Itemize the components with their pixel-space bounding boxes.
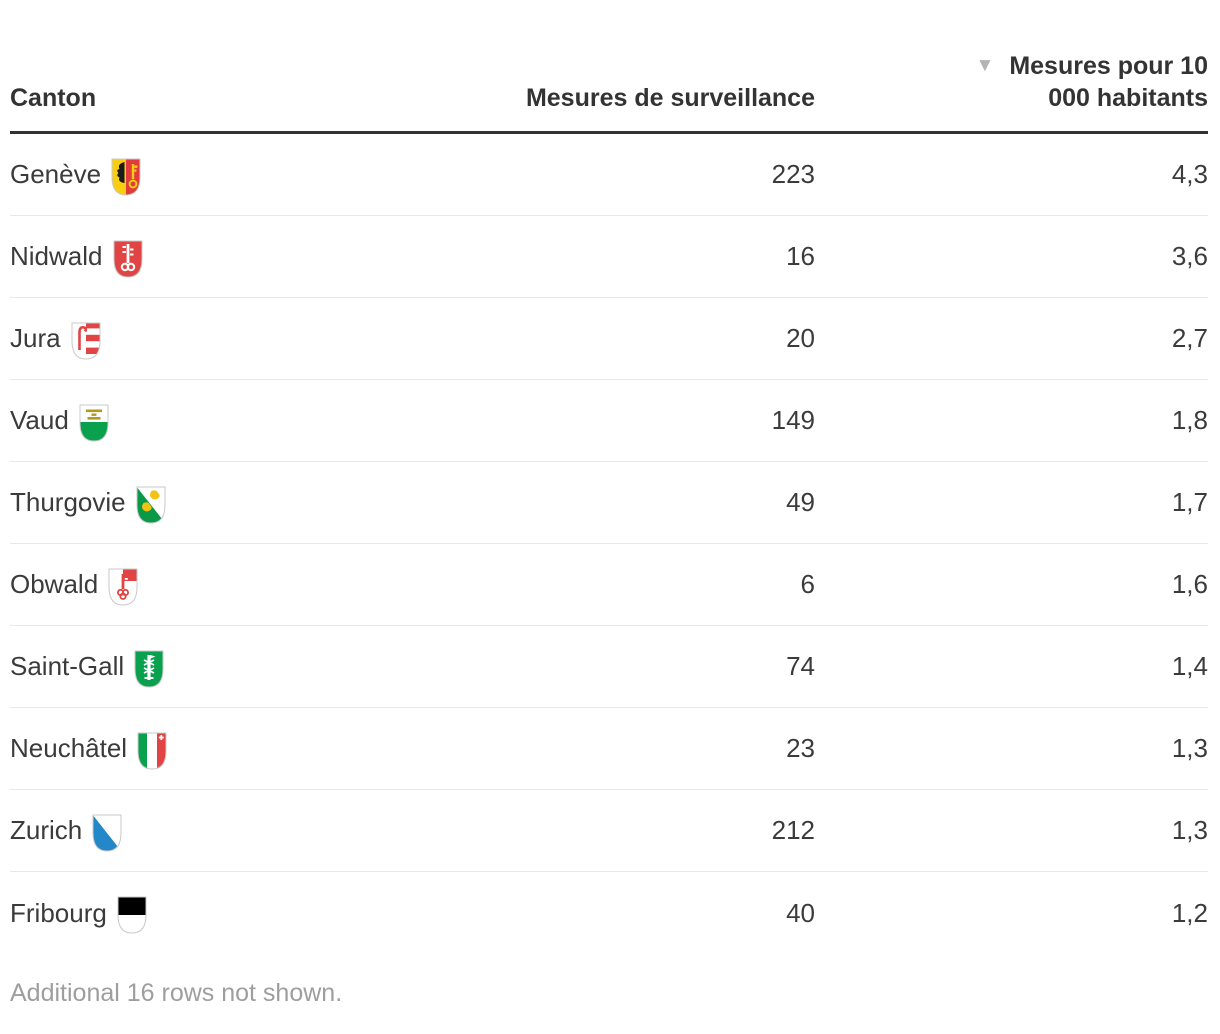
table-row: Thurgovie 49 1,7 (10, 462, 1208, 544)
per-capita-label-line1: Mesures pour 10 (1009, 52, 1208, 80)
measures-value: 6 (800, 569, 815, 599)
canton-name: Obwald (10, 569, 99, 599)
nidwald-flag-icon (113, 240, 143, 278)
table-row: Vaud 149 1,8 (10, 380, 1208, 462)
canton-name: Thurgovie (10, 487, 126, 517)
canton-name: Jura (10, 323, 61, 353)
table-header: Canton Mesures de surveillance ▼ Mesures… (10, 0, 1208, 134)
saint-gall-flag-icon (134, 650, 164, 688)
measures-value: 149 (771, 405, 815, 435)
sort-descending-icon: ▼ (975, 55, 995, 76)
table-row: Genève 223 4,3 (10, 134, 1208, 216)
measures-value: 212 (771, 815, 815, 845)
measures-value: 49 (786, 487, 815, 517)
per-capita-value: 1,3 (1171, 733, 1208, 763)
per-capita-label-line2: 000 habitants (1048, 84, 1208, 112)
per-capita-value: 2,7 (1171, 323, 1208, 353)
neuchatel-flag-icon (137, 732, 167, 770)
per-capita-value: 1,8 (1171, 405, 1208, 435)
measures-value: 223 (771, 159, 815, 189)
vaud-flag-icon (79, 404, 109, 442)
jura-flag-icon (71, 322, 101, 360)
table-row: Neuchâtel 23 1,3 (10, 708, 1208, 790)
table-row: Zurich 212 1,3 (10, 790, 1208, 872)
table-row: Jura 20 2,7 (10, 298, 1208, 380)
thurgovie-flag-icon (136, 486, 166, 524)
obwald-flag-icon (108, 568, 138, 606)
per-capita-value: 1,6 (1171, 569, 1208, 599)
zurich-flag-icon (92, 814, 122, 852)
canton-name: Vaud (10, 405, 69, 435)
measures-value: 20 (786, 323, 815, 353)
per-capita-value: 4,3 (1171, 159, 1208, 189)
table-row: Obwald 6 1,6 (10, 544, 1208, 626)
table-row: Fribourg 40 1,2 (10, 872, 1208, 954)
per-capita-value: 1,4 (1171, 651, 1208, 681)
per-capita-value: 1,3 (1171, 815, 1208, 845)
per-capita-value: 1,7 (1171, 487, 1208, 517)
column-header-per-capita[interactable]: ▼ Mesures pour 10 000 habitants (815, 50, 1209, 114)
column-header-canton[interactable]: Canton (10, 84, 97, 112)
table-row: Nidwald 16 3,6 (10, 216, 1208, 298)
per-capita-value: 1,2 (1171, 897, 1208, 928)
measures-value: 40 (786, 897, 815, 928)
table-body: Genève 223 4,3 Nidwald 16 3,6 Jura 20 2,… (10, 134, 1208, 954)
measures-value: 74 (786, 651, 815, 681)
fribourg-flag-icon (117, 896, 147, 934)
column-header-measures[interactable]: Mesures de surveillance (525, 84, 815, 112)
canton-name: Neuchâtel (10, 733, 128, 763)
per-capita-value: 3,6 (1171, 241, 1208, 271)
measures-value: 23 (786, 733, 815, 763)
canton-name: Genève (10, 159, 102, 189)
canton-name: Fribourg (10, 897, 107, 928)
column-header-per-capita-label: Mesures pour 10 000 habitants (1009, 50, 1208, 114)
hidden-rows-note: Additional 16 rows not shown. (10, 979, 343, 1007)
canton-name: Saint-Gall (10, 651, 125, 681)
table-row: Saint-Gall 74 1,4 (10, 626, 1208, 708)
canton-name: Nidwald (10, 241, 103, 271)
canton-name: Zurich (10, 815, 83, 845)
geneve-flag-icon (111, 158, 141, 196)
measures-value: 16 (786, 241, 815, 271)
